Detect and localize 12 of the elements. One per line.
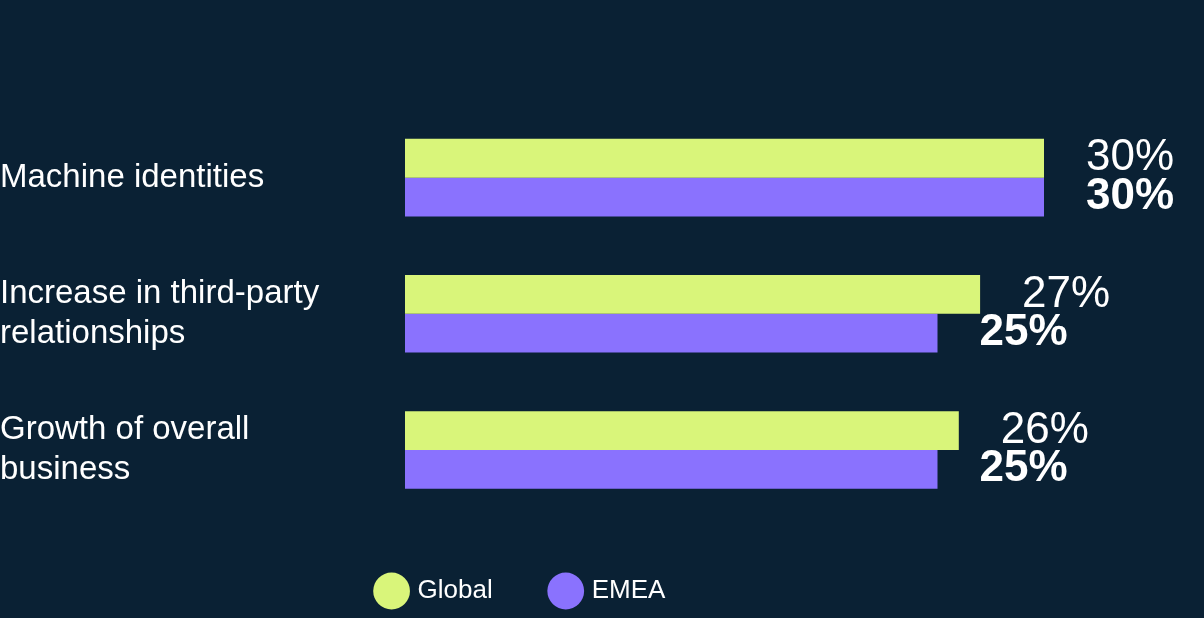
bar bbox=[405, 138, 1044, 178]
bar bbox=[405, 411, 959, 450]
bar bbox=[405, 275, 981, 314]
legend-label: Global bbox=[417, 574, 493, 605]
legend-label: EMEA bbox=[591, 574, 667, 605]
bar bbox=[405, 177, 1044, 217]
bar bbox=[405, 449, 938, 489]
data-label: 30% bbox=[1086, 169, 1175, 219]
bar bbox=[405, 313, 938, 353]
y-tick-label: Increase in third-party relationships bbox=[0, 273, 320, 350]
y-tick-label: Machine identities bbox=[0, 156, 265, 194]
y-tick-label: Growth of overall business bbox=[0, 409, 250, 486]
